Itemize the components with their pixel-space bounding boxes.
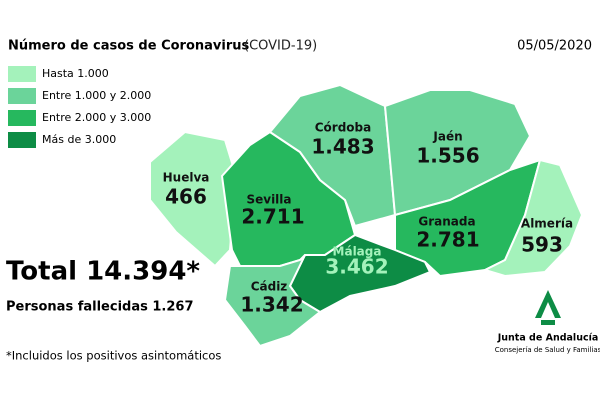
legend: Hasta 1.000 Entre 1.000 y 2.000 Entre 2.00… xyxy=(8,66,151,148)
subtitle: (COVID-19) xyxy=(244,39,317,54)
province xyxy=(223,254,322,348)
logo-name: Junta de Andalucía xyxy=(497,333,599,344)
province-name: Jaén xyxy=(432,130,462,144)
legend-swatch xyxy=(8,66,36,82)
province-value: 1.342 xyxy=(240,293,303,317)
logo-bar xyxy=(541,320,555,325)
province-value: 1.556 xyxy=(416,144,479,168)
province-name: Córdoba xyxy=(315,121,372,135)
province xyxy=(149,130,238,268)
date: 05/05/2020 xyxy=(517,39,592,54)
legend-swatch xyxy=(8,88,36,104)
logo-mark xyxy=(535,290,561,318)
province-name: Huelva xyxy=(163,171,210,185)
logo: Junta de Andalucía Consejería de Salud y… xyxy=(495,290,600,354)
legend-label: Entre 1.000 y 2.000 xyxy=(42,89,151,102)
province-name: Málaga xyxy=(333,245,382,259)
legend-label: Más de 3.000 xyxy=(42,133,116,146)
province-value: 3.462 xyxy=(325,255,388,279)
province-value: 466 xyxy=(165,185,207,209)
province-value: 593 xyxy=(521,233,563,257)
legend-swatch xyxy=(8,110,36,126)
footnote: *Incluidos los positivos asintomáticos xyxy=(6,349,221,363)
province-name: Granada xyxy=(418,215,475,229)
province-value: 1.483 xyxy=(311,135,374,159)
province xyxy=(383,89,532,217)
title: Número de casos de Coronavirus xyxy=(8,39,250,54)
province-name: Cádiz xyxy=(251,280,288,294)
deaths: Personas fallecidas 1.267 xyxy=(6,300,194,315)
province xyxy=(482,158,584,278)
legend-label: Hasta 1.000 xyxy=(42,67,109,80)
legend-label: Entre 2.000 y 3.000 xyxy=(42,111,151,124)
logo-department: Consejería de Salud y Familias xyxy=(495,346,600,354)
province-value: 2.711 xyxy=(241,205,304,229)
total: Total 14.394* xyxy=(6,257,200,287)
province-name: Sevilla xyxy=(246,193,291,207)
province-value: 2.781 xyxy=(416,228,479,252)
province-name: Almería xyxy=(521,217,573,231)
legend-swatch xyxy=(8,132,36,148)
